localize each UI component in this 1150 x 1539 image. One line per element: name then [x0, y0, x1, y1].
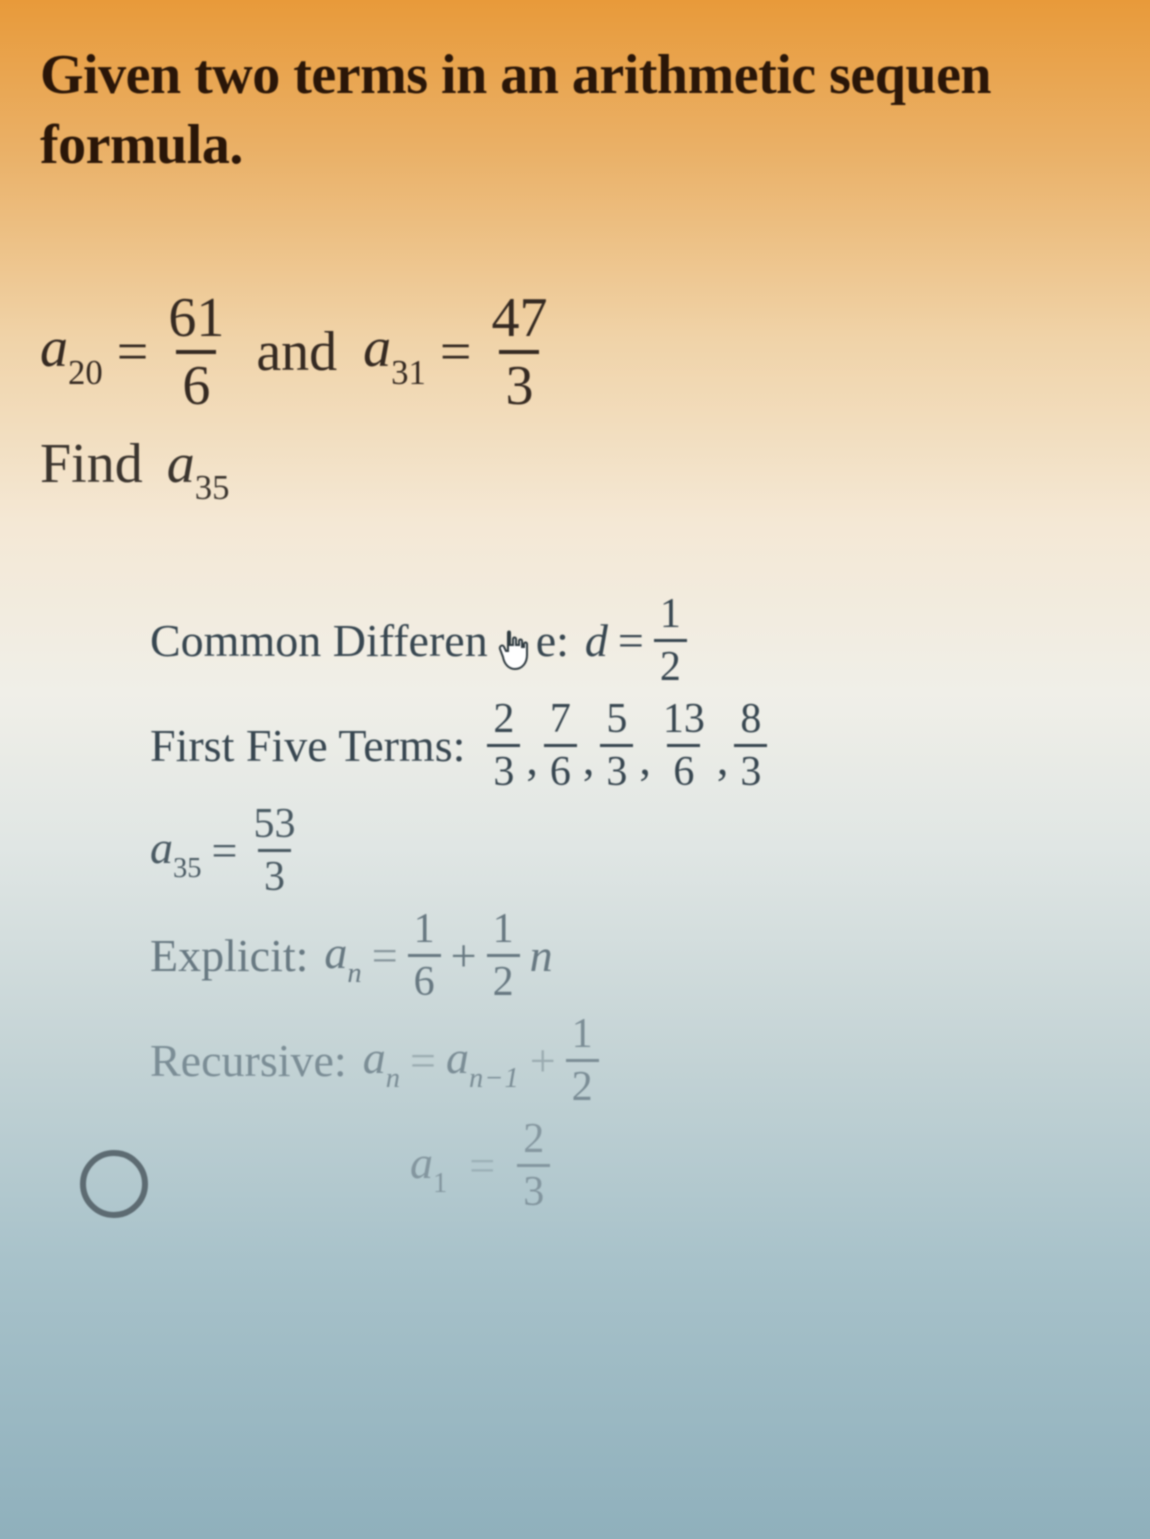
- answer-option-content: Common Differen e: d = 1 2 First Five Te…: [150, 593, 1110, 1213]
- explicit-formula-line: Explicit: an = 1 6 + 1 2 n: [150, 908, 1110, 1003]
- a1-fraction: 2 3: [517, 1118, 550, 1213]
- a31-fraction: 47 3: [485, 290, 553, 414]
- and-text: and: [256, 320, 337, 384]
- a35-line: a35 = 53 3: [150, 803, 1110, 898]
- find-line: Find a35: [40, 432, 1110, 503]
- recursive-formula-line: Recursive: an = an−1 + 1 2: [150, 1013, 1110, 1108]
- recursive-term: 1 2: [566, 1013, 599, 1108]
- a35-fraction: 53 3: [247, 803, 301, 898]
- given-terms: a20 = 61 6 and a31 = 47 3 Find a35: [40, 290, 1110, 503]
- a1-line: a1 = 2 3: [410, 1118, 1110, 1213]
- hand-cursor-icon: [494, 621, 530, 661]
- a20-symbol: a20: [40, 316, 103, 387]
- term-5: 8 3: [734, 698, 767, 793]
- recursive-rhs: an−1: [446, 1031, 520, 1091]
- a20-fraction: 61 6: [162, 290, 230, 414]
- term-3: 5 3: [600, 698, 633, 793]
- problem-heading: Given two terms in an arithmetic sequen …: [40, 40, 1110, 180]
- term-2: 7 6: [544, 698, 577, 793]
- explicit-term2: 1 2: [487, 908, 520, 1003]
- common-difference-line: Common Differen e: d = 1 2: [150, 593, 1110, 688]
- equals-sign: =: [440, 320, 472, 384]
- heading-line-1: Given two terms in an arithmetic sequen: [40, 44, 991, 106]
- heading-line-2: formula.: [40, 114, 243, 176]
- d-fraction: 1 2: [654, 593, 687, 688]
- a35-symbol: a35: [150, 821, 202, 881]
- term-4: 13 6: [657, 698, 711, 793]
- given-equation-row: a20 = 61 6 and a31 = 47 3: [40, 290, 1110, 414]
- equals-sign: =: [117, 320, 149, 384]
- terms-list: 2 3 , 7 6 , 5 3 , 13 6 , 8 3: [487, 698, 767, 793]
- a31-symbol: a31: [363, 316, 426, 387]
- explicit-an: an: [324, 926, 361, 986]
- recursive-lhs: an: [363, 1031, 400, 1091]
- term-1: 2 3: [487, 698, 520, 793]
- explicit-term1: 1 6: [408, 908, 441, 1003]
- a1-symbol: a1: [410, 1136, 447, 1196]
- first-five-terms-line: First Five Terms: 2 3 , 7 6 , 5 3 , 13 6…: [150, 698, 1110, 793]
- answer-option-radio[interactable]: [80, 1150, 148, 1218]
- find-a35: a35: [167, 433, 230, 495]
